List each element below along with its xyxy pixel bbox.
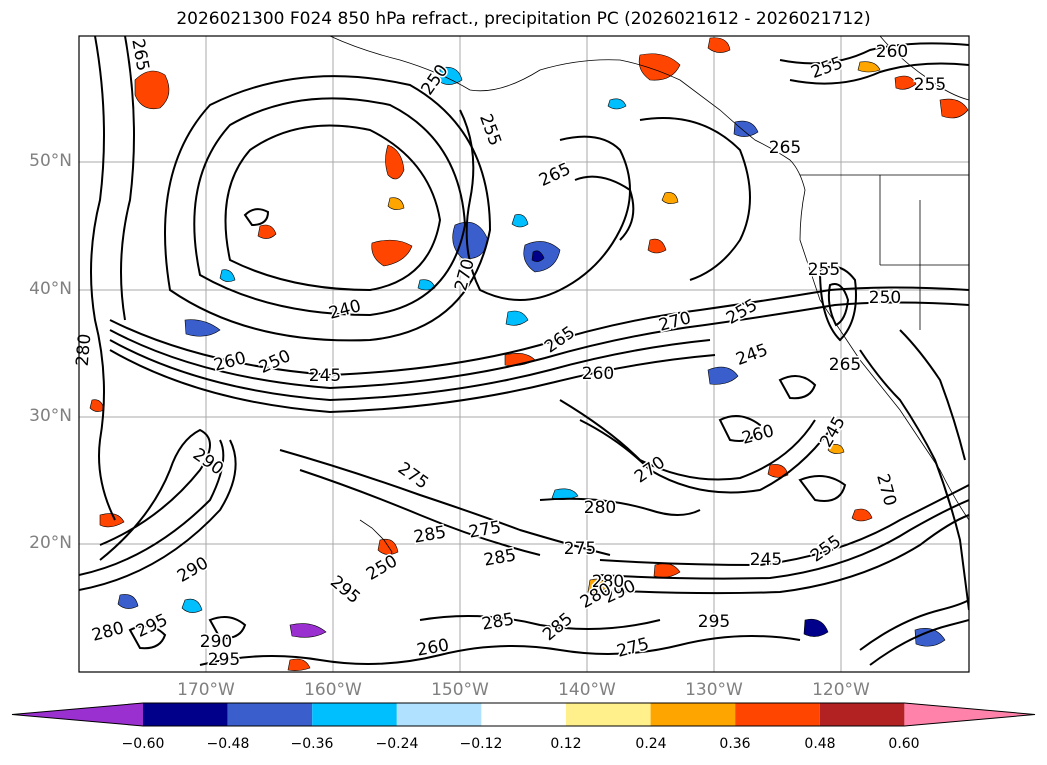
colorbar-segment <box>904 703 1035 726</box>
precip-patch <box>607 98 627 110</box>
contour-label: 250 <box>869 288 901 308</box>
contour-label: 255 <box>914 75 946 95</box>
precip-patch <box>638 53 681 81</box>
contour-label: 260 <box>876 42 908 62</box>
lat-label-20n: 20°N <box>29 533 72 553</box>
lon-label-150w: 150°W <box>431 680 489 700</box>
map-frame <box>78 35 970 673</box>
precip-patch <box>827 444 845 454</box>
colorbar-tick: 0.12 <box>550 736 582 752</box>
precip-patch <box>939 98 969 119</box>
precip-patch <box>134 70 170 109</box>
contour-label: 295 <box>208 650 240 670</box>
colorbar-outline <box>11 702 1036 727</box>
refractivity-contours <box>79 36 969 666</box>
precip-patch <box>707 37 731 53</box>
colorbar-segment <box>566 703 651 726</box>
precip-patch <box>511 214 529 228</box>
contour-label: 290 <box>200 632 232 652</box>
colorbar-tick: −0.12 <box>459 736 503 752</box>
precip-patch <box>452 221 489 259</box>
colorbar-tick: 0.60 <box>888 736 920 752</box>
contour-label: 255 <box>808 260 840 280</box>
colorbar-segment <box>735 703 820 726</box>
precip-patch <box>287 658 311 671</box>
precip-patch <box>767 464 789 478</box>
precip-patch <box>257 224 277 239</box>
precip-patch <box>707 366 739 385</box>
colorbar-segment <box>12 703 143 726</box>
precip-patch <box>851 508 873 522</box>
precip-patch <box>914 628 946 647</box>
lon-label-120w: 120°W <box>812 680 870 700</box>
colorbar-tick: −0.36 <box>290 736 334 752</box>
precip-patch <box>385 144 405 180</box>
precip-patch <box>387 197 405 210</box>
precip-shading <box>89 37 969 671</box>
colorbar-segment <box>396 703 482 726</box>
precip-patch <box>417 279 436 291</box>
colorbar-segment <box>143 703 228 726</box>
precip-patch <box>857 61 881 73</box>
precip-patch <box>733 120 759 137</box>
colorbar-tick: 0.24 <box>635 736 667 752</box>
contour-label: 245 <box>750 550 782 570</box>
colorbar <box>11 702 1036 727</box>
precip-patch <box>289 623 327 638</box>
precip-patch <box>661 192 679 204</box>
lat-label-50n: 50°N <box>29 151 72 171</box>
lon-label-140w: 140°W <box>558 680 616 700</box>
colorbar-segment <box>819 703 905 726</box>
colorbar-tick: 0.48 <box>804 736 836 752</box>
contour-label: 260 <box>582 364 614 384</box>
lon-label-130w: 130°W <box>685 680 743 700</box>
lat-label-40n: 40°N <box>29 279 72 299</box>
colorbar-segment <box>312 703 397 726</box>
colorbar-tick: −0.60 <box>121 736 165 752</box>
precip-patch <box>439 66 463 85</box>
contour-label: 280 <box>73 333 96 367</box>
precip-patch <box>117 594 139 609</box>
contour-label: 280 <box>584 498 616 518</box>
colorbar-segment <box>481 703 566 726</box>
colorbar-tick: −0.24 <box>375 736 419 752</box>
precip-patch <box>894 75 917 90</box>
colorbar-tick: 0.36 <box>719 736 751 752</box>
graticule <box>79 36 969 672</box>
contour-label: 245 <box>309 366 341 386</box>
contour-label: 275 <box>564 539 596 559</box>
precip-patch <box>377 538 399 555</box>
lon-label-160w: 160°W <box>304 680 362 700</box>
precip-patch <box>219 269 236 282</box>
precip-patch <box>505 310 529 326</box>
map-title: 2026021300 F024 850 hPa refract., precip… <box>176 9 871 29</box>
coastlines <box>329 36 969 561</box>
precip-patch <box>531 250 545 262</box>
precip-patch <box>647 238 667 254</box>
lat-label-30n: 30°N <box>29 406 72 426</box>
colorbar-segment <box>227 703 313 726</box>
contour-label: 295 <box>698 612 730 632</box>
lon-label-170w: 170°W <box>177 680 235 700</box>
colorbar-tick: −0.48 <box>206 736 250 752</box>
colorbar-segment <box>650 703 736 726</box>
precip-patch <box>99 513 125 528</box>
precip-patch <box>371 239 413 267</box>
precip-patch <box>181 598 203 613</box>
precip-patch <box>184 319 221 337</box>
contour-label: 280 <box>592 572 624 592</box>
precip-patch <box>803 618 829 637</box>
contour-label: 265 <box>769 138 801 158</box>
contour-label: 265 <box>829 355 861 375</box>
